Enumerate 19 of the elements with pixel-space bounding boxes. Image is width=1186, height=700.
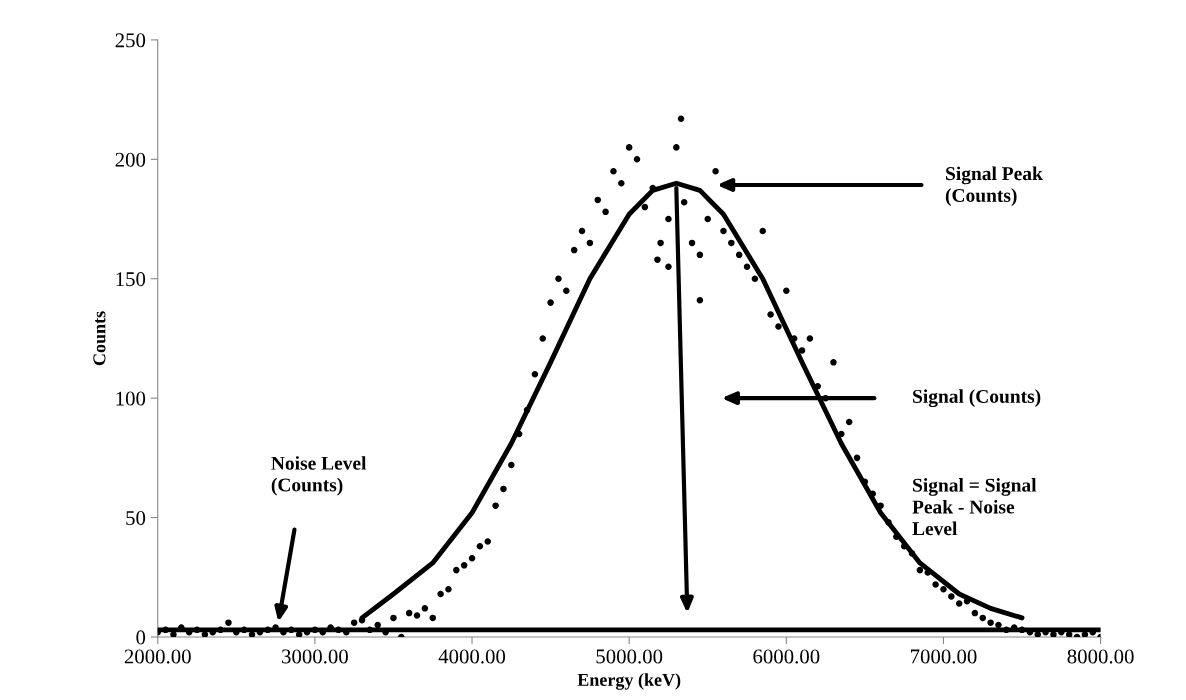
y-tick-label: 200: [115, 152, 146, 167]
annotation: Noise Level (Counts): [271, 456, 367, 496]
y-axis-title: Counts: [93, 311, 106, 366]
y-tick-label: 250: [115, 33, 146, 48]
x-tick-label: 4000.00: [438, 649, 506, 664]
x-tick-label: 8000.00: [1067, 649, 1134, 664]
annotation: Signal = Signal Peak - Noise Level: [912, 478, 1037, 536]
y-tick-label: 50: [126, 510, 146, 526]
x-tick-label: 6000.00: [753, 649, 820, 664]
x-tick-label: 7000.00: [910, 649, 977, 664]
x-tick-label: 5000.00: [596, 649, 663, 664]
x-tick-label: 3000.00: [282, 649, 348, 664]
x-tick-label: 2000.00: [124, 649, 191, 664]
annotation: Signal (Counts): [913, 389, 1041, 408]
x-axis-title: Energy (keV): [577, 673, 681, 690]
y-tick-label: 100: [116, 391, 146, 406]
y-tick-label: 150: [116, 272, 146, 287]
y-tick-label: 0: [136, 630, 146, 645]
annotation: Signal Peak (Counts): [945, 166, 1043, 206]
